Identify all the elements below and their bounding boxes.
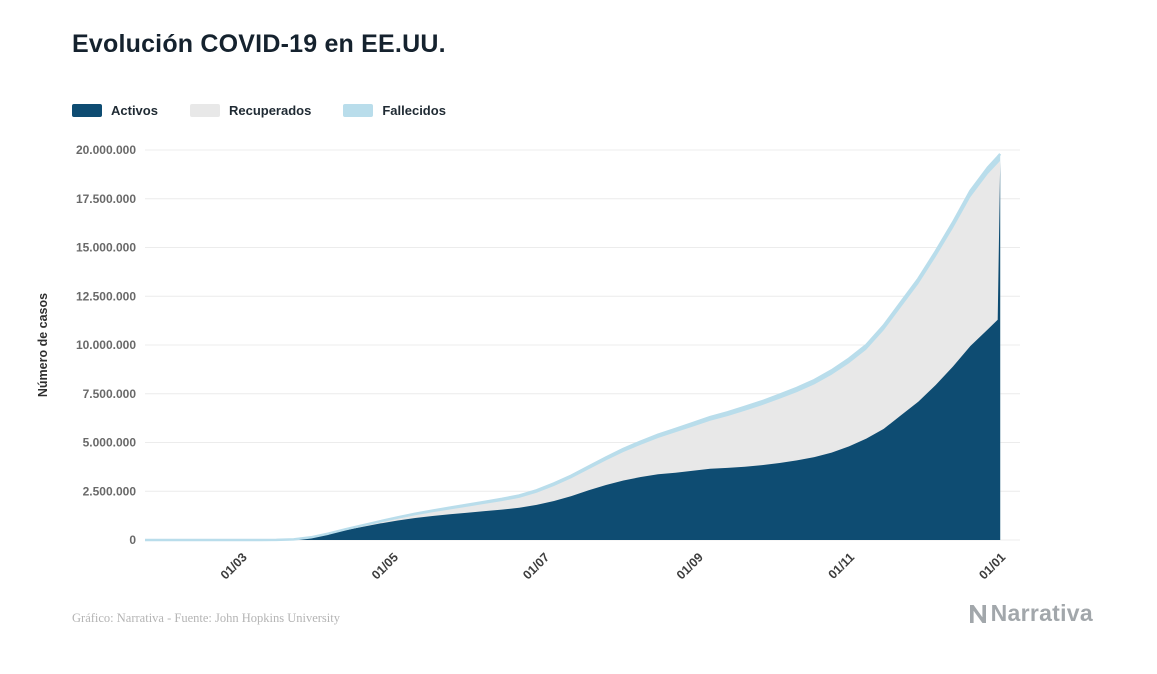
- legend-item-recuperados: Recuperados: [189, 103, 312, 118]
- legend-swatch-activos: [72, 104, 102, 117]
- y-tick-label: 15.000.000: [76, 241, 136, 255]
- area-activos: [145, 161, 1001, 540]
- page-title: Evolución COVID-19 en EE.UU.: [72, 30, 446, 58]
- x-tick-label: 01/11: [826, 550, 858, 582]
- y-tick-label: 20.000.000: [76, 143, 136, 157]
- y-tick-label: 7.500.000: [83, 387, 137, 401]
- legend-item-fallecidos: Fallecidos: [343, 103, 446, 118]
- narrativa-logo-text: Narrativa: [990, 600, 1093, 626]
- y-tick-label: 17.500.000: [76, 192, 136, 206]
- legend-label-recuperados: Recuperados: [228, 103, 312, 118]
- x-tick-label: 01/01: [976, 550, 1008, 582]
- x-tick-label: 01/05: [369, 550, 401, 582]
- y-tick-label: 12.500.000: [76, 289, 136, 303]
- narrativa-logo: Narrativa: [966, 600, 1093, 627]
- fallecidos-top-line: [145, 153, 1002, 542]
- narrativa-logo-icon: [969, 604, 986, 623]
- chart-legend: Activos Recuperados Fallecidos: [72, 103, 446, 118]
- legend-label-fallecidos: Fallecidos: [382, 103, 446, 118]
- x-tick-label: 01/03: [218, 550, 250, 582]
- legend-item-activos: Activos: [72, 103, 158, 118]
- legend-swatch-fallecidos: [343, 104, 374, 117]
- area-recuperados: [145, 160, 1001, 540]
- legend-label-activos: Activos: [111, 103, 158, 118]
- y-tick-label: 10.000.000: [76, 338, 136, 352]
- y-axis-title: Número de casos: [36, 293, 50, 397]
- y-tick-label: 0: [129, 533, 136, 547]
- legend-swatch-recuperados: [189, 104, 220, 117]
- y-tick-label: 5.000.000: [83, 436, 137, 450]
- chart-credit: Gráfico: Narrativa - Fuente: John Hopkin…: [72, 611, 340, 625]
- x-tick-label: 01/07: [520, 550, 552, 582]
- x-tick-label: 01/09: [674, 550, 706, 582]
- y-tick-label: 2.500.000: [83, 484, 137, 498]
